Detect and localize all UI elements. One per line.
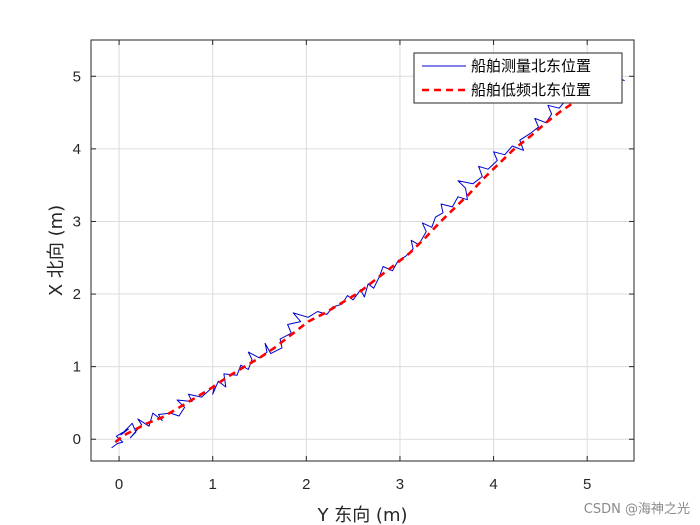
x-tick-label: 1 <box>209 476 217 493</box>
y-tick-label: 5 <box>73 68 81 85</box>
x-tick-label: 2 <box>302 476 310 493</box>
y-tick-label: 2 <box>73 286 81 303</box>
legend-label-lowfreq: 船舶低频北东位置 <box>471 81 591 99</box>
watermark: CSDN @海神之光 <box>583 502 690 517</box>
y-tick-label: 4 <box>73 141 81 158</box>
legend-box <box>413 52 623 104</box>
series-measured-line <box>111 77 625 449</box>
y-tick-label: 1 <box>73 359 81 376</box>
x-tick-label: 0 <box>115 476 123 493</box>
plot-frame <box>90 39 635 462</box>
y-axis-ticks: 0 1 2 3 4 5 <box>73 68 634 448</box>
series-layer <box>111 77 625 449</box>
plot-area <box>91 40 634 461</box>
series-lowfreq-line <box>114 92 588 444</box>
x-axis-label: Y 东向 (m) <box>316 505 407 525</box>
x-tick-label: 3 <box>396 476 404 493</box>
x-tick-label: 5 <box>583 476 591 493</box>
x-axis-ticks: 0 1 2 3 4 5 <box>115 40 591 493</box>
grid-lines <box>91 40 634 461</box>
y-tick-label: 3 <box>73 213 81 230</box>
legend-label-measured: 船舶测量北东位置 <box>471 57 591 75</box>
x-tick-label: 4 <box>489 476 497 493</box>
legend: 船舶测量北东位置 船舶低频北东位置 <box>413 52 623 104</box>
y-tick-label: 0 <box>73 431 81 448</box>
y-axis-label: X 北向 (m) <box>46 205 67 296</box>
